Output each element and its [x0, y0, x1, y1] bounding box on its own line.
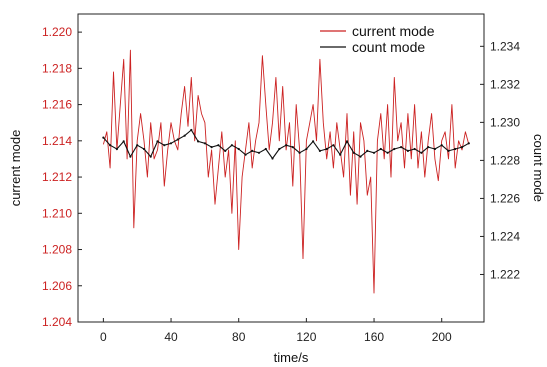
tick-layer: 1.204 1.206 1.208 1.210 1.212 1.214 1.216 1.218…	[42, 25, 520, 344]
count-mode-point	[379, 147, 382, 151]
count-mode-point	[169, 142, 173, 145]
count-mode-point	[251, 149, 254, 152]
count-mode-point	[122, 140, 125, 143]
count-mode-point	[102, 136, 105, 139]
count-mode-point	[366, 149, 369, 152]
count-mode-point	[136, 144, 139, 147]
count-mode-point	[244, 153, 247, 156]
count-mode-point	[400, 146, 403, 149]
y-left-tick-label: 1.204	[42, 315, 72, 329]
y-left-tick-label: 1.214	[42, 134, 72, 148]
count-mode-point	[332, 144, 335, 147]
count-mode-point	[285, 144, 288, 147]
count-mode-point	[454, 147, 457, 151]
x-tick-label: 200	[432, 330, 452, 344]
x-tick-label: 0	[100, 330, 107, 344]
y-right-tick-label: 1.222	[490, 267, 520, 281]
count-mode-point	[447, 149, 450, 152]
y-right-tick-label: 1.234	[490, 39, 520, 53]
y-right-tick-label: 1.232	[490, 77, 520, 91]
legend-label-current-mode: current mode	[352, 23, 435, 39]
count-mode-point	[460, 146, 464, 149]
x-tick-label: 40	[164, 330, 178, 344]
series-line-current-mode	[102, 49, 470, 294]
x-tick-label: 160	[364, 330, 384, 344]
count-mode-point	[345, 140, 349, 143]
count-mode-point	[393, 147, 396, 151]
y-left-tick-label: 1.220	[42, 25, 72, 39]
legend-label-count-mode: count mode	[352, 39, 425, 55]
count-mode-point	[413, 147, 416, 151]
count-mode-point	[440, 144, 443, 147]
count-mode-point	[203, 142, 206, 145]
count-mode-point	[176, 138, 179, 141]
count-mode-point	[149, 155, 152, 158]
legend: current mode count mode	[320, 23, 435, 55]
y-left-tick-label: 1.206	[42, 279, 72, 293]
count-mode-point	[278, 147, 281, 151]
y-right-tick-label: 1.230	[490, 115, 520, 129]
x-tick-label: 120	[296, 330, 316, 344]
x-axis-label: time/s	[274, 350, 309, 365]
count-mode-point	[433, 147, 436, 151]
count-mode-point	[224, 149, 227, 152]
count-mode-point	[359, 155, 362, 158]
count-mode-point	[109, 144, 112, 147]
count-mode-point	[264, 147, 267, 151]
count-mode-point	[305, 147, 308, 151]
count-mode-point	[372, 151, 376, 154]
count-mode-point	[352, 151, 355, 154]
count-mode-point	[386, 151, 389, 154]
x-tick-label: 80	[232, 330, 246, 344]
y-left-tick-label: 1.218	[42, 61, 72, 75]
count-mode-point	[183, 134, 186, 137]
y-axis-right-label: count mode	[531, 134, 546, 202]
y-left-tick-label: 1.212	[42, 170, 72, 184]
count-mode-point	[210, 146, 213, 149]
count-mode-point	[230, 144, 233, 147]
count-mode-point	[420, 151, 423, 154]
count-mode-point	[298, 151, 301, 154]
count-mode-point	[406, 149, 409, 152]
count-mode-point	[237, 147, 240, 151]
count-mode-point	[115, 147, 118, 151]
y-left-tick-label: 1.208	[42, 243, 72, 257]
y-axis-left-label: current mode	[8, 130, 23, 207]
y-left-tick-label: 1.216	[42, 98, 72, 112]
count-mode-point	[129, 155, 132, 158]
count-mode-point	[318, 149, 321, 152]
count-mode-point	[156, 140, 159, 143]
count-mode-point	[142, 147, 146, 151]
count-mode-point	[312, 140, 315, 143]
count-mode-point	[190, 128, 193, 132]
count-mode-point	[271, 157, 274, 160]
count-mode-point	[257, 151, 261, 154]
count-mode-point	[197, 140, 200, 143]
count-mode-point	[467, 142, 470, 145]
count-mode-point	[291, 146, 294, 149]
count-mode-point	[339, 153, 342, 156]
count-mode-point	[217, 144, 220, 147]
y-right-tick-label: 1.224	[490, 229, 520, 243]
count-mode-point	[325, 147, 328, 151]
count-mode-point	[427, 146, 430, 149]
plot-frame	[77, 13, 485, 323]
series-layer	[102, 49, 470, 294]
count-mode-point	[163, 144, 166, 147]
y-right-tick-label: 1.226	[490, 191, 520, 205]
y-right-tick-label: 1.228	[490, 153, 520, 167]
y-left-tick-label: 1.210	[42, 206, 72, 220]
